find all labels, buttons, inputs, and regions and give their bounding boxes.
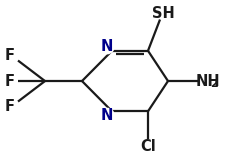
Text: NH: NH: [195, 73, 220, 89]
Text: N: N: [100, 108, 113, 123]
Text: F: F: [5, 99, 15, 114]
Text: F: F: [5, 48, 15, 63]
Circle shape: [100, 40, 114, 54]
Text: 2: 2: [209, 79, 217, 89]
Text: F: F: [5, 73, 15, 89]
Text: SH: SH: [151, 6, 174, 21]
Text: Cl: Cl: [139, 139, 155, 154]
Text: N: N: [100, 39, 113, 54]
Circle shape: [100, 108, 114, 122]
